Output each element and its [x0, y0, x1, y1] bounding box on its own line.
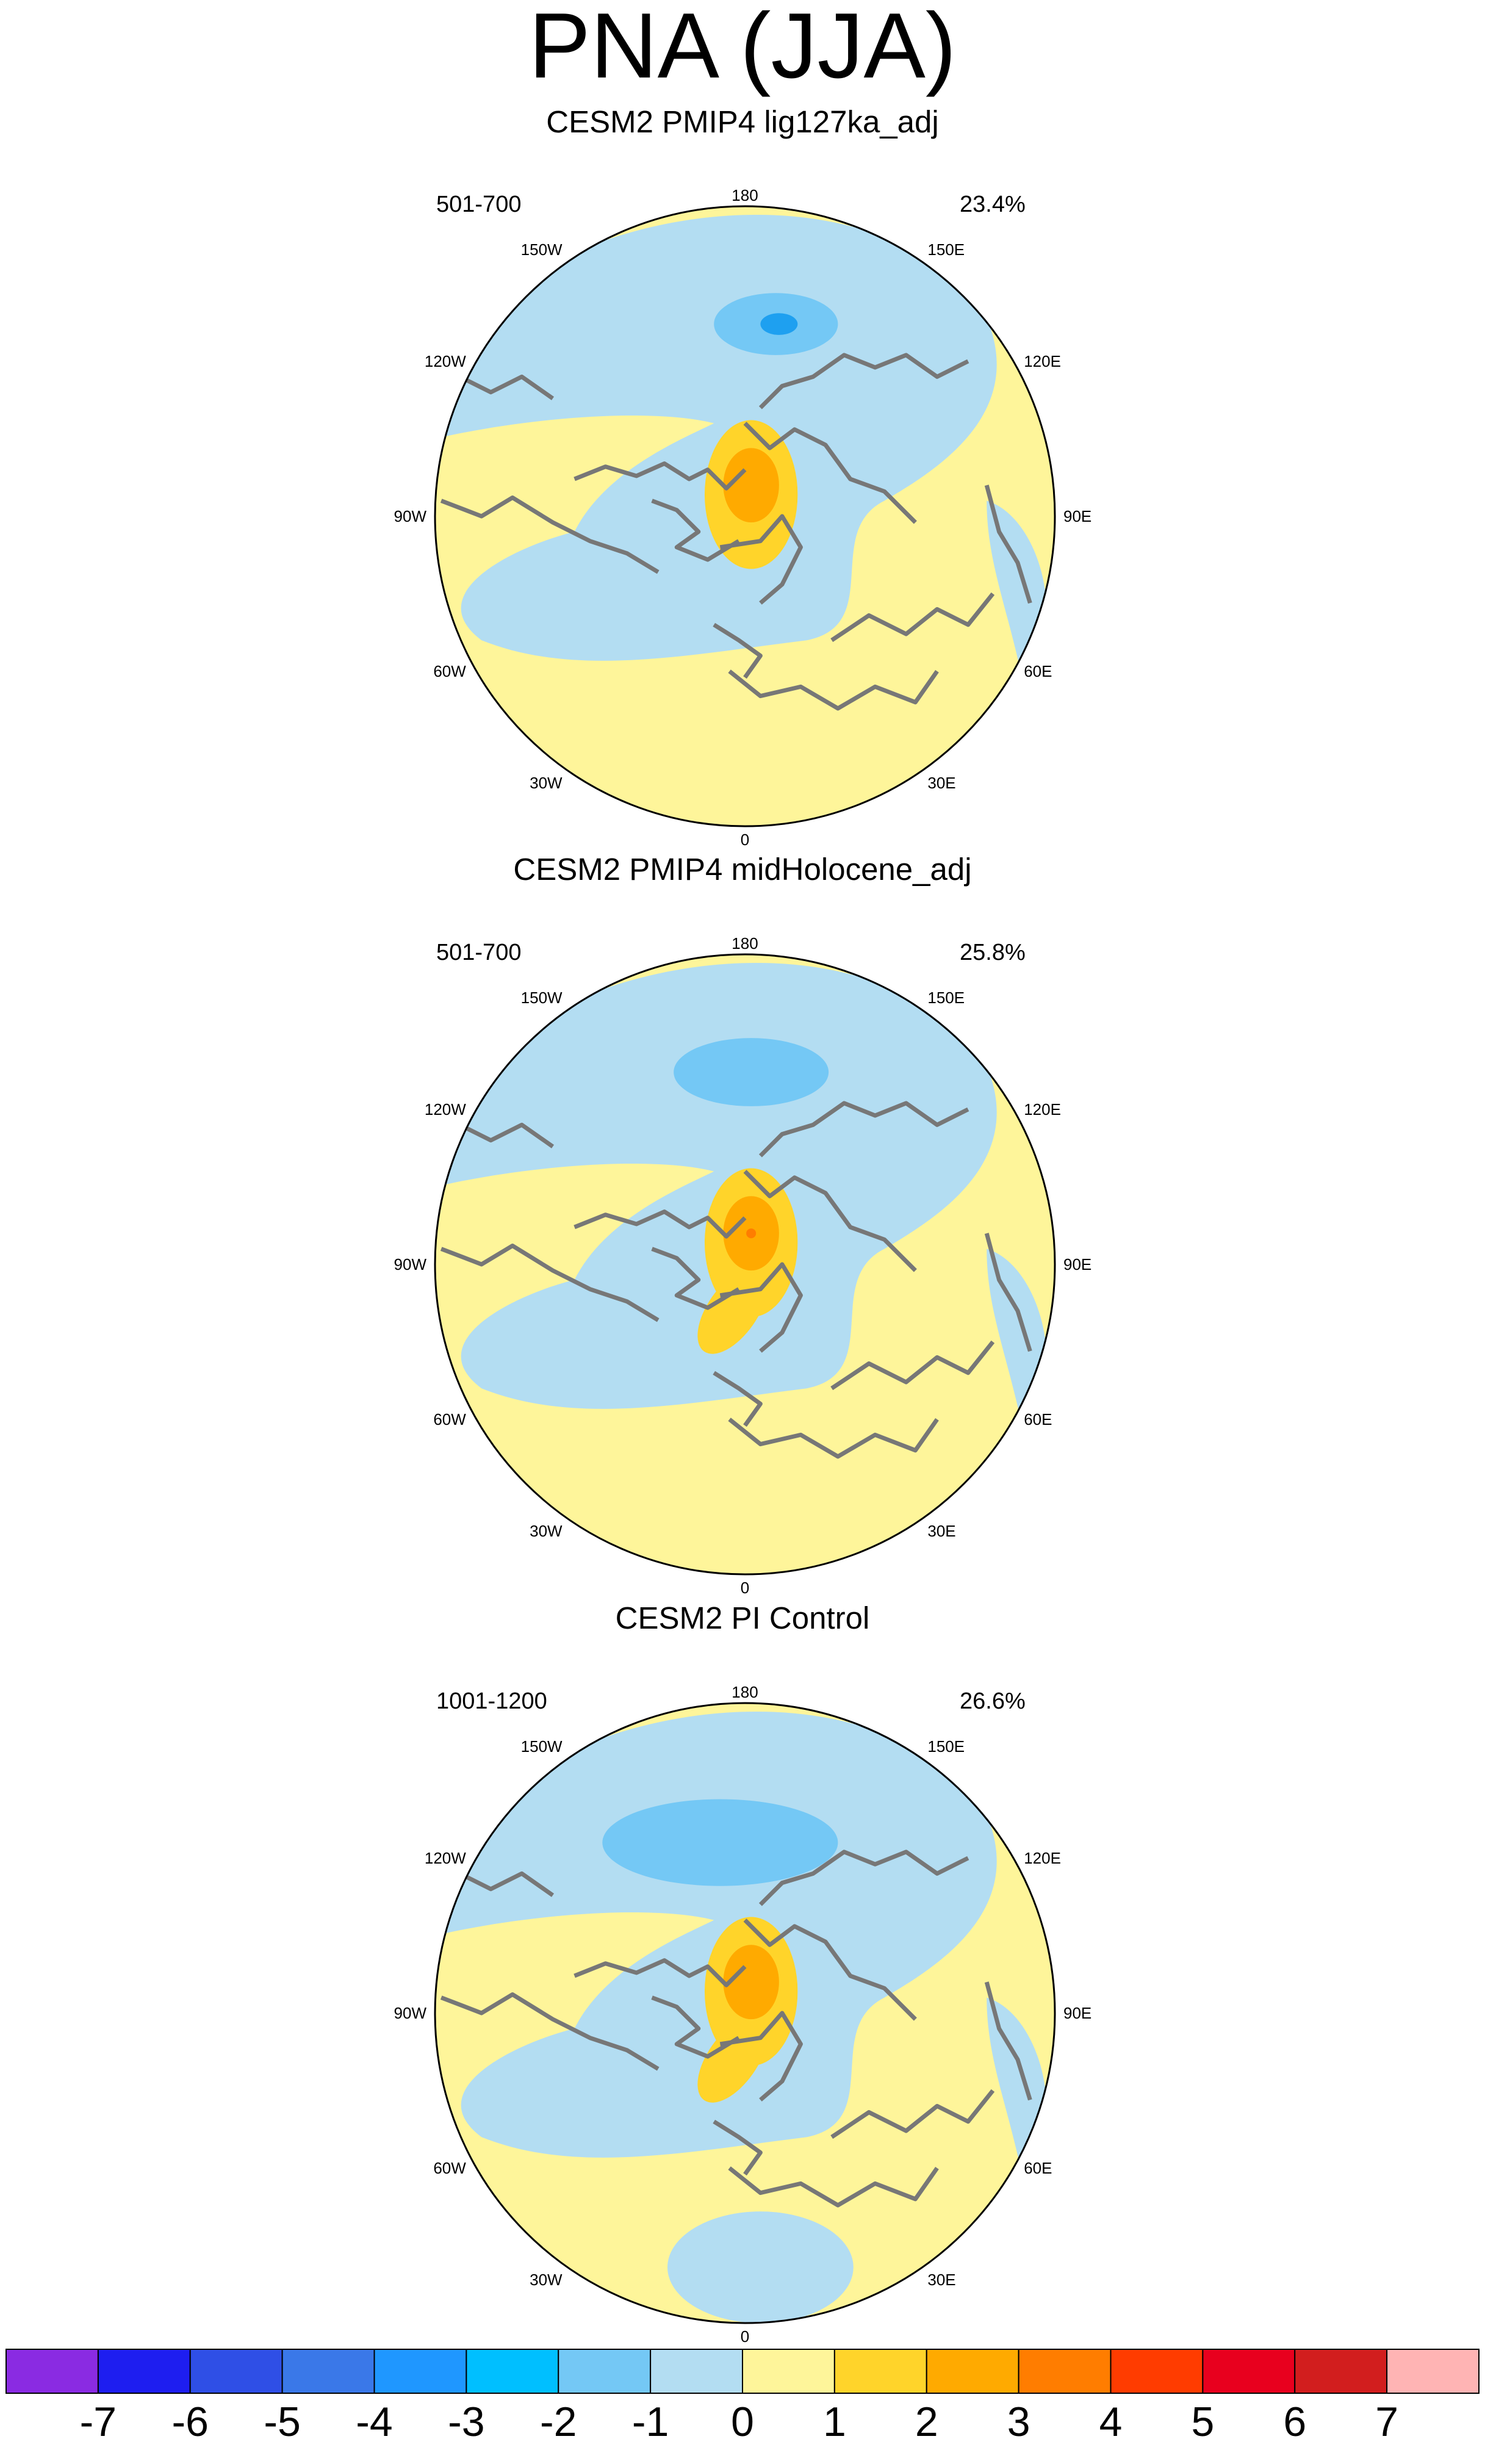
longitude-label: 150E [927, 1737, 965, 1756]
colorbar-label: -3 [448, 2399, 485, 2445]
longitude-label: 120W [424, 1100, 466, 1119]
colorbar-swatch [1018, 2349, 1112, 2394]
coastlines [440, 1850, 1032, 2208]
figure-title: PNA (JJA) [528, 0, 957, 98]
colorbar-label: 2 [915, 2399, 938, 2445]
colorbar-swatch [1294, 2349, 1388, 2394]
variance-label: 25.8% [960, 940, 1026, 965]
colorbar-swatch [650, 2349, 743, 2394]
longitude-label: 90E [1063, 1255, 1092, 1273]
colorbar-label: 4 [1099, 2399, 1123, 2445]
colorbar-label: -2 [540, 2399, 577, 2445]
colorbar-swatch [5, 2349, 99, 2394]
colorbar-label: 1 [822, 2399, 846, 2445]
longitude-label: 180 [732, 186, 758, 204]
period-label: 1001-1200 [436, 1688, 547, 1714]
longitude-label: 60E [1024, 1410, 1052, 1428]
longitude-label: 60W [433, 1410, 466, 1428]
colorbar-label: 6 [1283, 2399, 1307, 2445]
map-border [434, 205, 1056, 827]
colorbar-swatch [1202, 2349, 1296, 2394]
colorbar-swatch [281, 2349, 375, 2394]
longitude-label: 150W [520, 989, 563, 1007]
longitude-label: 150E [927, 989, 965, 1007]
anomaly-field [435, 954, 1055, 1574]
colorbar-swatch [558, 2349, 652, 2394]
colorbar-label: -1 [631, 2399, 669, 2445]
variance-label: 23.4% [960, 192, 1026, 217]
light-blue-region [435, 214, 997, 661]
longitude-label: 0 [740, 830, 750, 849]
longitude-label: 30E [927, 773, 956, 792]
anomaly-field [435, 1703, 1055, 2323]
colorbar-swatch [466, 2349, 559, 2394]
longitude-label: 90W [394, 507, 426, 525]
longitude-label: 60W [433, 662, 466, 680]
longitude-label: 90E [1063, 507, 1092, 525]
colorbar-swatch [189, 2349, 283, 2394]
longitude-label: 120E [1024, 1100, 1061, 1119]
longitude-label: 30E [927, 2270, 956, 2289]
longitude-label: 0 [740, 2327, 750, 2346]
map-border [434, 953, 1056, 1576]
colorbar-swatch [742, 2349, 835, 2394]
longitude-label: 180 [732, 934, 758, 953]
longitude-label: 120W [424, 352, 466, 370]
longitude-label: 120W [424, 1849, 466, 1867]
longitude-label: 90E [1063, 2004, 1092, 2022]
longitude-label: 60E [1024, 662, 1052, 680]
colorbar-label: -4 [356, 2399, 393, 2445]
longitude-label: 0 [740, 1579, 750, 1597]
colorbar-label: 7 [1375, 2399, 1399, 2445]
coastlines [440, 353, 1032, 711]
colorbar-swatch [833, 2349, 927, 2394]
longitude-label: 150W [520, 240, 563, 259]
negative-anomaly [602, 1799, 838, 1886]
longitude-label: 180 [732, 1683, 758, 1701]
panel-title: CESM2 PI Control [615, 1601, 870, 1635]
longitude-label: 30E [927, 1521, 956, 1540]
light-blue-region [435, 962, 997, 1409]
colorbar-swatch [1110, 2349, 1204, 2394]
longitude-label: 120E [1024, 352, 1061, 370]
negative-anomaly [674, 1038, 829, 1106]
colorbar-swatch [373, 2349, 467, 2394]
colorbar-swatch [97, 2349, 191, 2394]
colorbar-label: 5 [1191, 2399, 1215, 2445]
longitude-label: 120E [1024, 1849, 1061, 1867]
panel-title: CESM2 PMIP4 midHolocene_adj [513, 852, 972, 887]
longitude-label: 60E [1024, 2159, 1052, 2177]
light-blue-region [435, 1711, 997, 2158]
longitude-label: 30W [530, 1521, 563, 1540]
longitude-label: 150E [927, 240, 965, 259]
period-label: 501-700 [436, 940, 522, 965]
panel-title: CESM2 PMIP4 lig127ka_adj [546, 104, 939, 139]
variance-label: 26.6% [960, 1688, 1026, 1714]
colorbar-swatch [926, 2349, 1019, 2394]
colorbar-label: 0 [731, 2399, 754, 2445]
map-border [434, 1702, 1056, 2324]
colorbar-label: 3 [1007, 2399, 1030, 2445]
colorbar-label: -7 [79, 2399, 117, 2445]
colorbar-swatch [1386, 2349, 1480, 2394]
colorbar-label: -5 [264, 2399, 301, 2445]
longitude-label: 30W [530, 2270, 563, 2289]
coastlines [440, 1101, 1032, 1459]
longitude-label: 90W [394, 1255, 426, 1273]
anomaly-field [435, 206, 1055, 826]
longitude-label: 30W [530, 773, 563, 792]
period-label: 501-700 [436, 192, 522, 217]
longitude-label: 60W [433, 2159, 466, 2177]
longitude-label: 90W [394, 2004, 426, 2022]
colorbar-label: -6 [171, 2399, 209, 2445]
longitude-label: 150W [520, 1737, 563, 1756]
